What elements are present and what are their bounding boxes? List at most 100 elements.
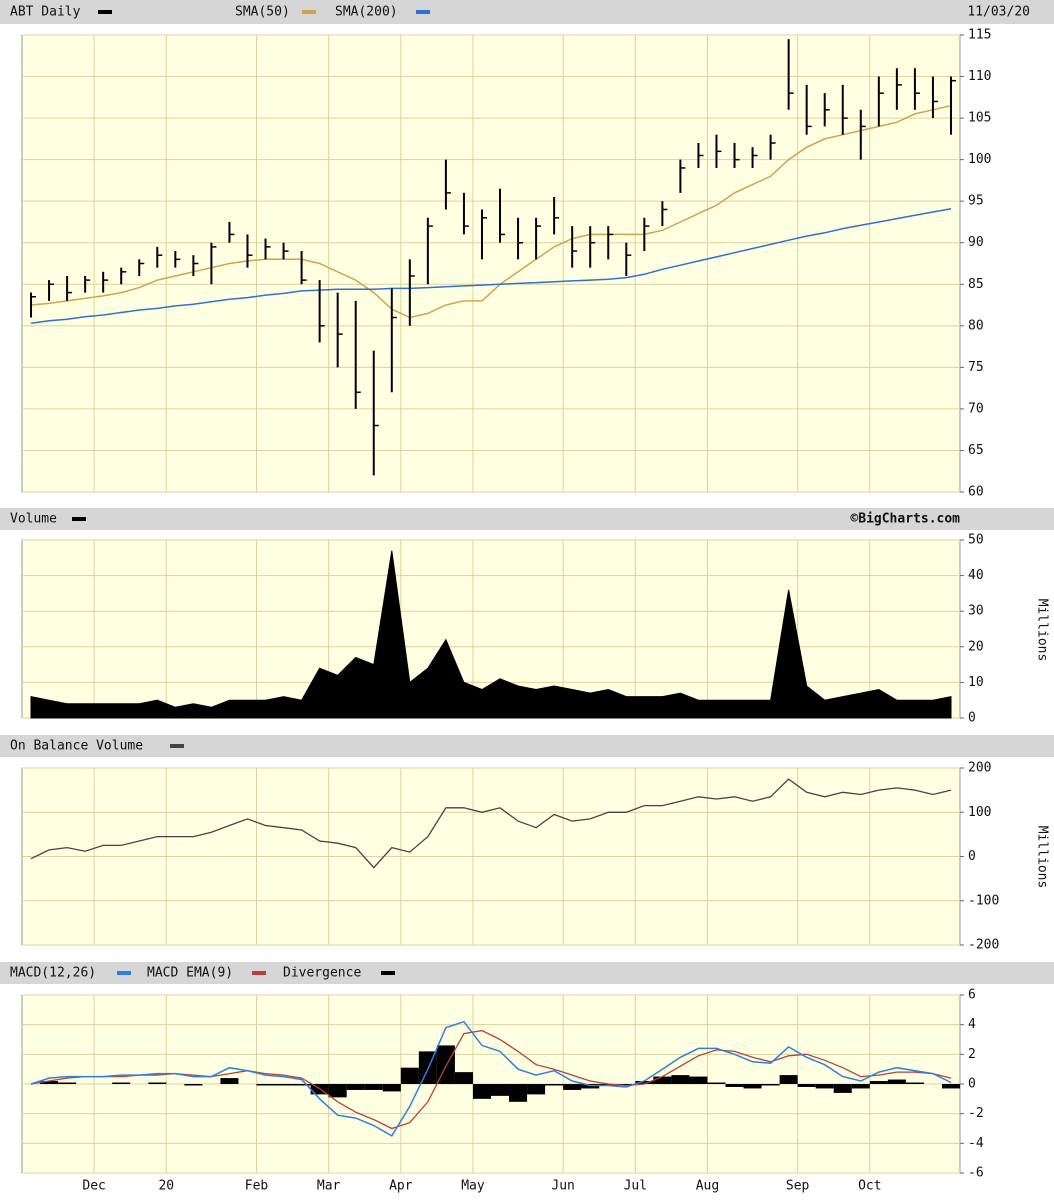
divergence-bar: [869, 1081, 888, 1084]
y-tick-label: 100: [968, 805, 991, 820]
y-tick-label: 40: [968, 568, 984, 583]
divergence-bar: [545, 1084, 564, 1086]
y-tick-label: 2: [968, 1047, 976, 1062]
y-tick-label: 100: [968, 152, 991, 167]
y-tick-label: 30: [968, 604, 984, 619]
legend-label: MACD EMA(9): [147, 966, 233, 981]
y-tick-label: -100: [968, 893, 999, 908]
divergence-bar: [58, 1082, 77, 1084]
divergence-bar: [148, 1082, 167, 1084]
legend-swatch: [98, 10, 112, 14]
panel-title: On Balance Volume: [10, 739, 143, 754]
y-tick-label: 0: [968, 849, 976, 864]
y-tick-label: 105: [968, 111, 991, 126]
header-bar: [0, 508, 1054, 530]
x-tick-label: Jun: [551, 1179, 574, 1194]
plot-area: [21, 34, 961, 493]
y-tick-label: 20: [968, 639, 984, 654]
divergence-bar: [761, 1084, 780, 1086]
line: [30, 207, 952, 325]
divergence-bar: [400, 1067, 419, 1084]
y-tick-label: 50: [968, 533, 984, 548]
y-tick-label: 60: [968, 485, 984, 500]
divergence-bar: [599, 1084, 618, 1086]
divergence-bar: [382, 1084, 401, 1092]
divergence-bar: [328, 1084, 347, 1098]
divergence-bar: [491, 1084, 510, 1096]
divergence-bar: [509, 1084, 528, 1102]
divergence-bar: [851, 1084, 870, 1089]
divergence-bar: [256, 1084, 275, 1086]
x-tick-label: Jul: [624, 1179, 647, 1194]
divergence-bar: [887, 1079, 906, 1084]
legend-swatch: [170, 744, 184, 748]
y-tick-label: 6: [968, 988, 976, 1003]
divergence-bar: [472, 1084, 491, 1099]
y-tick-label: 90: [968, 235, 984, 250]
x-tick-label: Aug: [696, 1179, 719, 1194]
y-tick-label: 10: [968, 675, 984, 690]
legend-swatch: [381, 971, 395, 975]
y-tick-label: -200: [968, 938, 999, 953]
divergence-bar: [815, 1084, 834, 1089]
y-tick-label: 110: [968, 69, 991, 84]
legend-label: MACD(12,26): [10, 966, 96, 981]
y-tick-label: -4: [968, 1136, 984, 1151]
y-tick-label: 0: [968, 1077, 976, 1092]
divergence-bar: [274, 1084, 293, 1086]
y-axis-label: Millions: [1035, 826, 1050, 889]
y-tick-label: 85: [968, 277, 984, 292]
x-tick-label: Sep: [786, 1179, 810, 1194]
divergence-bar: [292, 1084, 311, 1086]
header-bar: [0, 962, 1054, 984]
divergence-bar: [346, 1084, 365, 1090]
divergence-bar: [563, 1084, 582, 1090]
x-tick-label: 20: [158, 1179, 174, 1194]
y-tick-label: -6: [968, 1166, 984, 1181]
y-tick-label: 115: [968, 28, 991, 43]
divergence-bar: [617, 1084, 636, 1086]
divergence-bar: [671, 1075, 690, 1084]
line: [30, 778, 952, 869]
y-tick-label: 80: [968, 318, 984, 333]
legend-label: Divergence: [283, 966, 361, 981]
legend-label: SMA(200): [335, 5, 398, 20]
divergence-bar: [40, 1081, 59, 1084]
legend-swatch: [252, 971, 266, 975]
header-bar: [0, 0, 1054, 24]
legend-swatch: [72, 517, 86, 521]
legend-swatch: [117, 971, 131, 975]
divergence-bar: [454, 1072, 473, 1084]
divergence-bar: [689, 1076, 708, 1084]
header-bar: [0, 735, 1054, 757]
divergence-bar: [707, 1082, 726, 1084]
legend-swatch: [302, 10, 316, 14]
legend-label: SMA(50): [235, 5, 290, 20]
divergence-bar: [725, 1084, 744, 1087]
y-tick-label: 70: [968, 401, 984, 416]
divergence-bar: [112, 1082, 131, 1084]
y-tick-label: 95: [968, 194, 984, 209]
x-tick-label: Dec: [82, 1179, 105, 1194]
divergence-bar: [941, 1084, 960, 1089]
divergence-bar: [779, 1075, 798, 1084]
x-tick-label: Feb: [245, 1179, 269, 1194]
chart-date: 11/03/20: [967, 5, 1030, 20]
source-credit: ©BigCharts.com: [850, 512, 960, 527]
line: [30, 1020, 952, 1137]
divergence-bar: [635, 1081, 654, 1084]
y-tick-label: 4: [968, 1017, 976, 1032]
y-tick-label: 0: [968, 711, 976, 726]
y-tick-label: 200: [968, 761, 991, 776]
volume-area: [30, 550, 952, 719]
y-tick-label: -2: [968, 1106, 984, 1121]
divergence-bar: [364, 1084, 383, 1090]
x-tick-label: Mar: [317, 1179, 341, 1194]
panel-title: Volume: [10, 512, 57, 527]
x-tick-label: May: [461, 1179, 485, 1194]
divergence-bar: [743, 1084, 762, 1089]
legend-swatch: [416, 10, 430, 14]
x-tick-label: Oct: [858, 1179, 881, 1194]
